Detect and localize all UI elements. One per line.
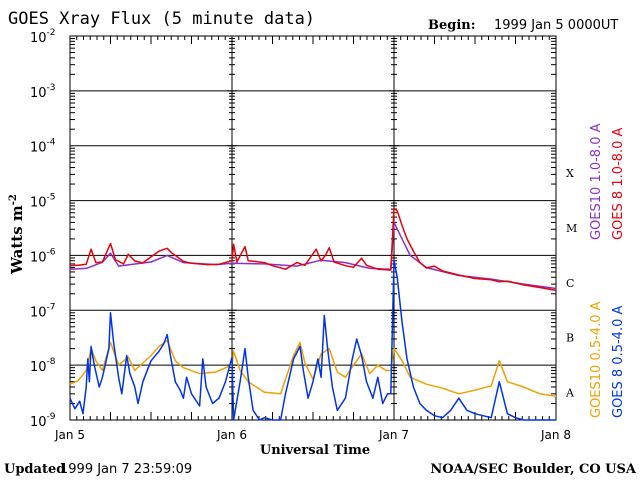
x-tick-label-2: Jan 7	[378, 428, 409, 442]
y-tick-base-2: 10	[30, 141, 47, 156]
begin-value: 1999 Jan 5 0000UT	[494, 18, 618, 33]
x-tick-label-1: Jan 6	[216, 428, 247, 442]
x-tick-label-0: Jan 5	[54, 428, 85, 442]
flare-class-C: C	[566, 277, 574, 290]
legend-entry-0: GOES10 1.0-8.0 A	[589, 123, 604, 240]
series-line-1	[69, 207, 557, 292]
y-tick-base-5: 10	[30, 305, 47, 320]
y-tick-label-1: 10-3	[30, 83, 56, 101]
data-series	[69, 207, 557, 421]
y-tick-label-3: 10-5	[30, 193, 56, 211]
series-line-0	[69, 221, 557, 290]
y-tick-base-0: 10	[30, 31, 47, 46]
y-tick-sup-0: -2	[47, 28, 56, 38]
legend-entry-1: GOES 8 1.0-8.0 A	[611, 128, 626, 240]
y-tick-label-5: 10-7	[30, 302, 56, 320]
y-tick-sup-4: -6	[47, 247, 56, 257]
series-line-2	[69, 339, 557, 398]
day-separators	[231, 36, 395, 420]
x-tick-labels: Jan 5 Jan 6 Jan 7 Jan 8	[54, 428, 571, 442]
flare-class-A: A	[565, 387, 575, 400]
y-tick-label-4: 10-6	[30, 247, 56, 265]
y-tick-base-4: 10	[30, 250, 47, 265]
flare-class-X: X	[566, 167, 574, 180]
flare-class-labels: X M C B A	[565, 167, 577, 399]
y-tick-sup-7: -9	[47, 412, 56, 422]
series-line-3	[69, 259, 556, 421]
flare-class-B: B	[566, 332, 574, 345]
y-axis-label-text: Watts m	[8, 205, 26, 275]
begin-label: Begin:	[428, 18, 476, 33]
y-tick-base-1: 10	[30, 86, 47, 101]
y-tick-sup-5: -7	[47, 302, 56, 312]
y-axis-label: Watts m-2	[8, 194, 26, 275]
legend-entry-3: GOES 8 0.5-4.0 A	[611, 306, 626, 418]
y-tick-base-3: 10	[30, 196, 47, 211]
y-tick-sup-3: -5	[47, 193, 56, 203]
y-tick-base-6: 10	[30, 360, 47, 375]
y-axis-label-sup: -2	[8, 194, 19, 205]
y-tick-label-6: 10-8	[30, 357, 56, 375]
x-axis-label: Universal Time	[260, 443, 370, 458]
y-tick-label-0: 10-2	[30, 28, 56, 46]
legend: GOES10 1.0-8.0 A GOES 8 1.0-8.0 A GOES10 0…	[589, 123, 626, 418]
y-tick-sup-1: -3	[47, 83, 56, 93]
y-tick-labels: 10-210-310-410-510-610-710-810-9	[30, 28, 56, 430]
y-tick-label-7: 10-9	[30, 412, 56, 430]
flare-class-M: M	[566, 222, 577, 235]
y-tick-sup-2: -4	[47, 138, 56, 148]
y-tick-sup-6: -8	[47, 357, 56, 367]
x-tick-label-3: Jan 8	[540, 428, 571, 442]
chart-title: GOES Xray Flux (5 minute data)	[8, 9, 315, 29]
updated-value: 1999 Jan 7 23:59:09	[60, 462, 192, 477]
updated-label: Updated	[4, 462, 65, 477]
legend-entry-2: GOES10 0.5-4.0 A	[589, 301, 604, 418]
y-tick-base-7: 10	[30, 415, 47, 430]
credit: NOAA/SEC Boulder, CO USA	[430, 462, 637, 477]
y-tick-label-2: 10-4	[30, 138, 56, 156]
